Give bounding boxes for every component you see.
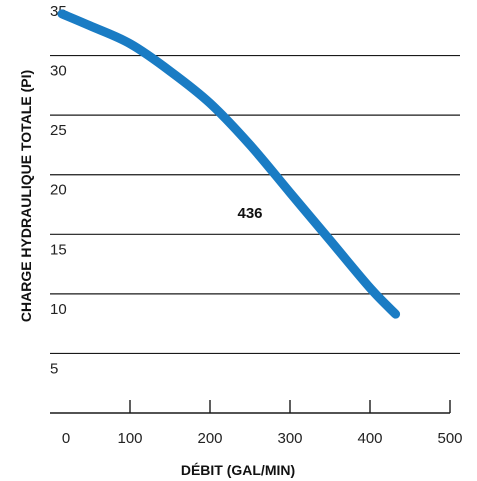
gridlines (50, 54, 460, 355)
y-tick-label-5: 5 (50, 360, 58, 377)
series-layer (57, 9, 401, 319)
series-label-436: 436 (237, 205, 262, 222)
x-axis (50, 400, 451, 414)
x-tick-label-400: 400 (357, 430, 382, 447)
x-tick-label-300: 300 (277, 430, 302, 447)
x-axis-tick-labels: 0 100 200 300 400 500 (62, 430, 463, 447)
y-tick-label-30: 30 (50, 63, 67, 80)
y-tick-label-20: 20 (50, 182, 67, 199)
y-tick-label-25: 25 (50, 122, 67, 139)
x-tick-label-200: 200 (197, 430, 222, 447)
x-tick-label-0: 0 (62, 430, 70, 447)
y-tick-label-10: 10 (50, 301, 67, 318)
series-line-436 (57, 9, 401, 319)
x-axis-title: DÉBIT (GAL/MIN) (181, 462, 295, 478)
x-tick-label-500: 500 (437, 430, 462, 447)
y-axis-title: CHARGE HYDRAULIQUE TOTALE (PI) (18, 70, 34, 322)
x-tick-label-100: 100 (117, 430, 142, 447)
y-tick-label-15: 15 (50, 241, 67, 258)
